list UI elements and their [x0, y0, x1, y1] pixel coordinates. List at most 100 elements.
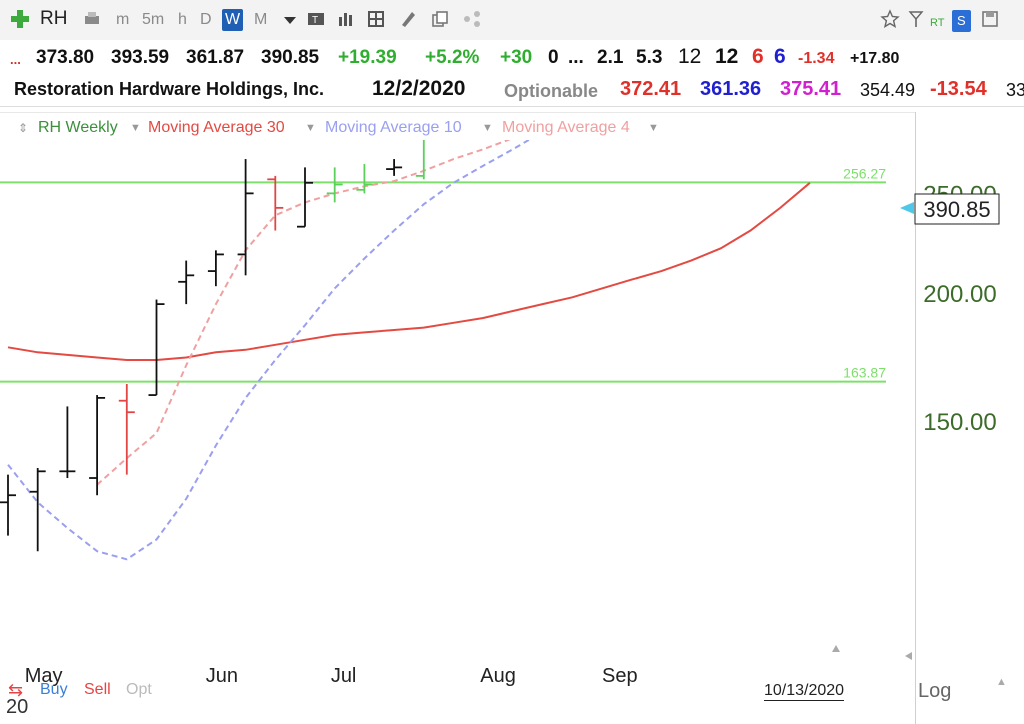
quote-v4: 2.1	[597, 47, 624, 68]
legend-ma4[interactable]: Moving Average 4	[502, 119, 630, 136]
legend-ma30[interactable]: Moving Average 30	[148, 119, 285, 136]
ohlc-bar	[89, 395, 106, 496]
sell-arrow-icon[interactable]: ⇆	[8, 680, 24, 700]
ohlc-bar	[207, 250, 224, 287]
svg-text:T: T	[312, 15, 318, 26]
grid-icon[interactable]	[366, 9, 386, 29]
quote-change-pct: +5.2%	[425, 47, 480, 68]
quote-p6: 33	[1006, 80, 1024, 100]
quote-p4: 354.49	[860, 80, 916, 100]
toolbar: RH m 5m h D W M T RT S	[0, 0, 1024, 41]
save-icon[interactable]	[980, 9, 1000, 29]
copy-icon[interactable]	[430, 9, 450, 29]
interval-m[interactable]: m	[116, 11, 130, 28]
antenna-icon[interactable]	[906, 9, 926, 29]
quote-date: 12/2/2020	[372, 77, 466, 100]
interval-5m[interactable]: 5m	[142, 11, 165, 28]
x-tick-label: Sep	[602, 665, 638, 687]
scroll-up-icon[interactable]: ▲	[996, 676, 1007, 688]
chevron-down-icon[interactable]: ▼	[305, 122, 316, 134]
ohlc-bar	[297, 167, 313, 228]
pencil-icon[interactable]	[398, 9, 418, 29]
chevron-down-icon[interactable]: ▼	[648, 122, 659, 134]
x-tick-label: Jun	[206, 665, 238, 687]
quote-v8: 6	[752, 45, 764, 68]
s-icon[interactable]: S	[952, 10, 971, 32]
chevron-down-icon[interactable]: ▼	[482, 122, 493, 134]
star-icon[interactable]	[880, 9, 900, 29]
log-scale-toggle[interactable]: Log	[918, 680, 952, 702]
quote-v2: 0	[548, 47, 559, 68]
y-tick-label: 200.00	[923, 281, 996, 308]
last-price-pointer-icon	[900, 202, 914, 214]
hline-label-0: 256.27	[843, 165, 886, 181]
quote-p3: 375.41	[780, 78, 842, 100]
ma30-line	[7, 182, 811, 361]
quote-v6: 12	[678, 45, 702, 68]
x-tick-label: Jul	[331, 665, 357, 687]
quote-line-2: Restoration Hardware Holdings, Inc. 12/2…	[0, 72, 1024, 107]
last-price-label: 390.85	[923, 197, 990, 222]
quote-p1: 372.41	[620, 78, 682, 100]
x-axis: May Jun Jul Aug Sep	[25, 665, 638, 687]
ticker-symbol[interactable]: RH	[40, 8, 68, 29]
legend-rh-weekly[interactable]: RH Weekly	[38, 119, 118, 136]
print-icon[interactable]	[82, 9, 102, 29]
rt-icon[interactable]: RT	[930, 17, 945, 29]
x-tick-label: Aug	[480, 665, 516, 687]
scroll-up-icon	[832, 645, 840, 652]
quote-v3: ...	[568, 47, 584, 68]
scroll-left-icon	[905, 652, 912, 660]
interval-d[interactable]: D	[200, 11, 212, 28]
legend-arrows-icon[interactable]: ⇕	[18, 121, 29, 135]
dropdown-icon[interactable]	[280, 9, 300, 29]
ohlc-bar	[29, 468, 46, 552]
quote-v10: -1.34	[798, 50, 835, 67]
ohlc-bar	[148, 299, 165, 396]
price-axis-divider	[915, 112, 916, 724]
ohlc-bar	[178, 260, 195, 305]
chart-legend: ⇕ RH Weekly ▼ Moving Average 30 ▼ Moving…	[0, 112, 915, 143]
quote-line-1: ... 373.80 393.59 361.87 390.85 +19.39 +…	[0, 40, 1024, 74]
current-date-label: 10/13/2020	[764, 682, 845, 701]
quote-low: 361.87	[186, 47, 245, 68]
quote-v5: 5.3	[636, 47, 663, 68]
ohlc-bar	[0, 474, 16, 536]
chevron-down-icon[interactable]: ▼	[130, 122, 141, 134]
bars-icon[interactable]	[336, 9, 356, 29]
quote-open: 373.80	[36, 47, 95, 68]
ohlc-bar	[118, 383, 135, 475]
interval-h[interactable]: h	[178, 11, 187, 28]
text-icon[interactable]: T	[306, 9, 326, 29]
interval-mo[interactable]: M	[254, 11, 268, 28]
left-partial-text: 20	[6, 696, 29, 718]
optionable-label: Optionable	[504, 81, 598, 101]
ohlc-bar	[356, 164, 373, 194]
moving-averages	[7, 140, 811, 561]
x-tick-label: May	[25, 665, 63, 687]
quote-ellipsis: ...	[10, 52, 21, 67]
ma4-line	[96, 140, 511, 486]
ohlc-bar	[267, 175, 284, 231]
interval-w[interactable]: W	[222, 9, 244, 31]
last-price-marker: 390.85	[900, 193, 1000, 225]
add-icon[interactable]	[10, 9, 30, 29]
sell-button[interactable]: Sell	[84, 681, 111, 698]
price-bars	[0, 140, 425, 552]
quote-close: 390.85	[261, 47, 320, 68]
buy-button[interactable]: Buy	[40, 681, 68, 698]
company-name: Restoration Hardware Holdings, Inc.	[14, 79, 325, 99]
opt-button[interactable]: Opt	[126, 681, 152, 698]
quote-v11: +17.80	[850, 50, 900, 67]
legend-ma10[interactable]: Moving Average 10	[325, 119, 462, 136]
horizontal-lines: 256.27 163.87	[0, 165, 886, 383]
ohlc-bar	[415, 140, 425, 180]
ohlc-bar	[237, 159, 254, 276]
hline-label-1: 163.87	[843, 365, 886, 381]
ohlc-bar	[59, 406, 76, 479]
quote-p2: 361.36	[700, 78, 762, 100]
quote-high: 393.59	[111, 47, 170, 68]
share-icon[interactable]	[462, 9, 482, 29]
quote-v1: +30	[500, 47, 533, 68]
